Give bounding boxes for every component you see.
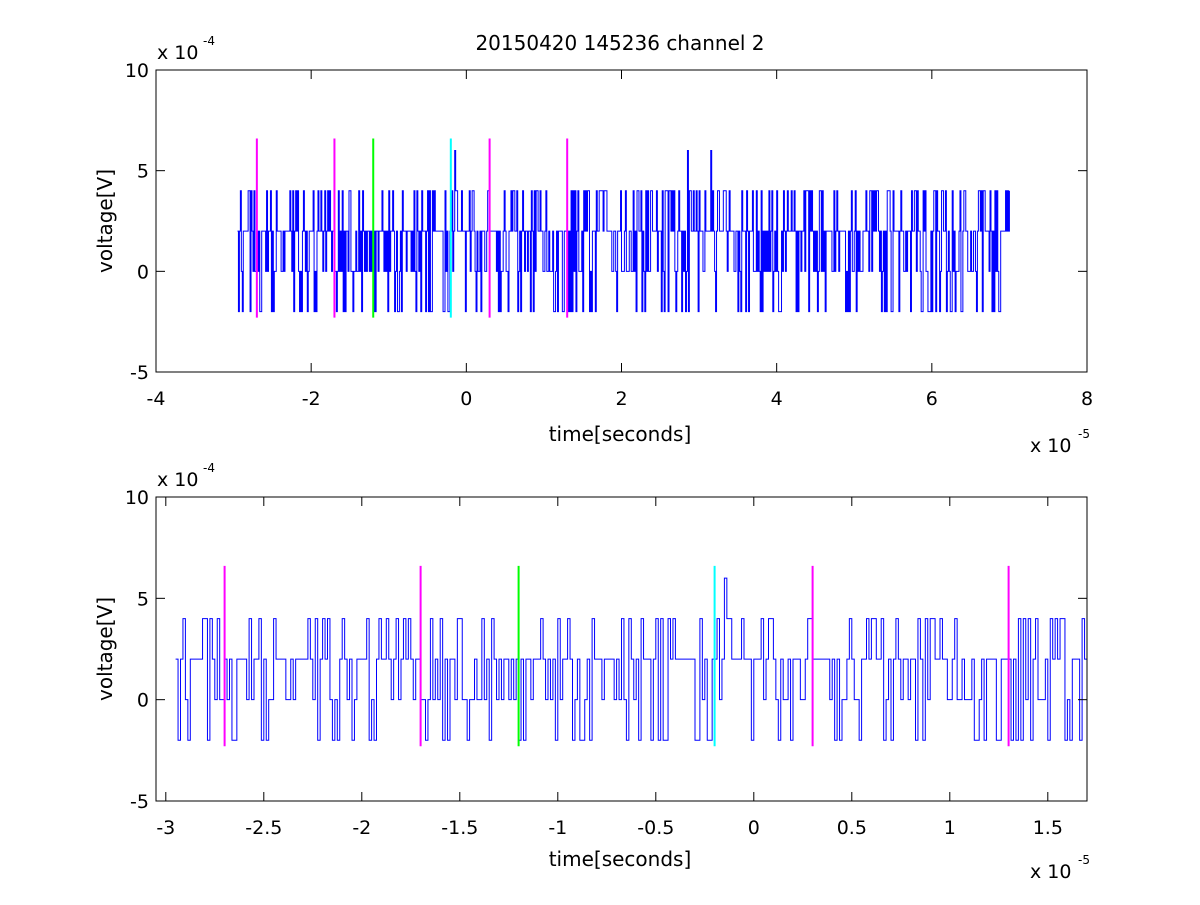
bottom-x-ticks: -3 -2.5 -2 -1.5 -1 -0.5 0 0.5 1 1.5	[156, 497, 1063, 839]
event-markers-bottom	[223, 565, 1010, 747]
bottom-y-axis-label: voltage[V]	[93, 597, 117, 701]
y-tick-label: 10	[125, 60, 149, 82]
x-tick-label: -2	[302, 388, 321, 410]
bottom-x-multiplier: x 10	[1030, 861, 1071, 883]
bottom-y-multiplier-exponent: -4	[203, 461, 215, 475]
bottom-axes-box	[155, 496, 1088, 802]
top-x-multiplier-exponent: -5	[1078, 427, 1090, 441]
event-markers-top	[255, 138, 569, 318]
top-axes: 20150420 145236 channel 2 -4 -2 0 2 4 6 8 -5 0 5…	[93, 31, 1093, 457]
x-tick-label: 6	[926, 388, 938, 410]
signal-line	[175, 577, 1087, 741]
x-tick-label: -1.5	[441, 817, 478, 839]
x-tick-label: 8	[1081, 388, 1093, 410]
signal-trace-bottom	[175, 577, 1087, 741]
bottom-y-multiplier: x 10	[157, 469, 198, 491]
x-tick-label: 1	[944, 817, 956, 839]
top-y-multiplier-exponent: -4	[203, 34, 215, 48]
x-tick-label: 1.5	[1033, 817, 1063, 839]
x-tick-label: -0.5	[637, 817, 674, 839]
top-y-ticks: -5 0 5 10	[125, 60, 1087, 384]
top-y-axis-label: voltage[V]	[93, 169, 117, 273]
bottom-axes: -3 -2.5 -2 -1.5 -1 -0.5 0 0.5 1 1.5 -5 0 5 10 time[s…	[93, 461, 1090, 883]
x-tick-label: 0.5	[837, 817, 867, 839]
x-tick-label: 0	[460, 388, 472, 410]
y-tick-label: 0	[137, 261, 149, 283]
y-tick-label: -5	[130, 791, 149, 813]
x-tick-label: -2	[352, 817, 371, 839]
signal-trace-top	[237, 150, 1010, 313]
x-tick-label: -1	[548, 817, 567, 839]
bottom-x-multiplier-exponent: -5	[1078, 853, 1090, 867]
bottom-y-ticks: -5 0 5 10	[125, 487, 1087, 813]
bottom-x-axis-label: time[seconds]	[549, 847, 692, 871]
x-tick-label: 4	[771, 388, 783, 410]
x-tick-label: -3	[156, 817, 175, 839]
y-tick-label: 10	[125, 487, 149, 509]
y-tick-label: 0	[137, 690, 149, 712]
x-tick-label: -4	[147, 388, 166, 410]
x-tick-label: -2.5	[245, 817, 282, 839]
top-x-ticks: -4 -2 0 2 4 6 8	[147, 70, 1093, 410]
top-x-multiplier: x 10	[1030, 435, 1071, 457]
top-y-multiplier: x 10	[157, 42, 198, 64]
signal-line	[237, 150, 1010, 313]
y-tick-label: 5	[137, 588, 149, 610]
x-tick-label: 0	[748, 817, 760, 839]
y-tick-label: -5	[130, 362, 149, 384]
chart-title: 20150420 145236 channel 2	[475, 31, 764, 55]
top-x-axis-label: time[seconds]	[549, 422, 692, 446]
y-tick-label: 5	[137, 161, 149, 183]
x-tick-label: 2	[615, 388, 627, 410]
